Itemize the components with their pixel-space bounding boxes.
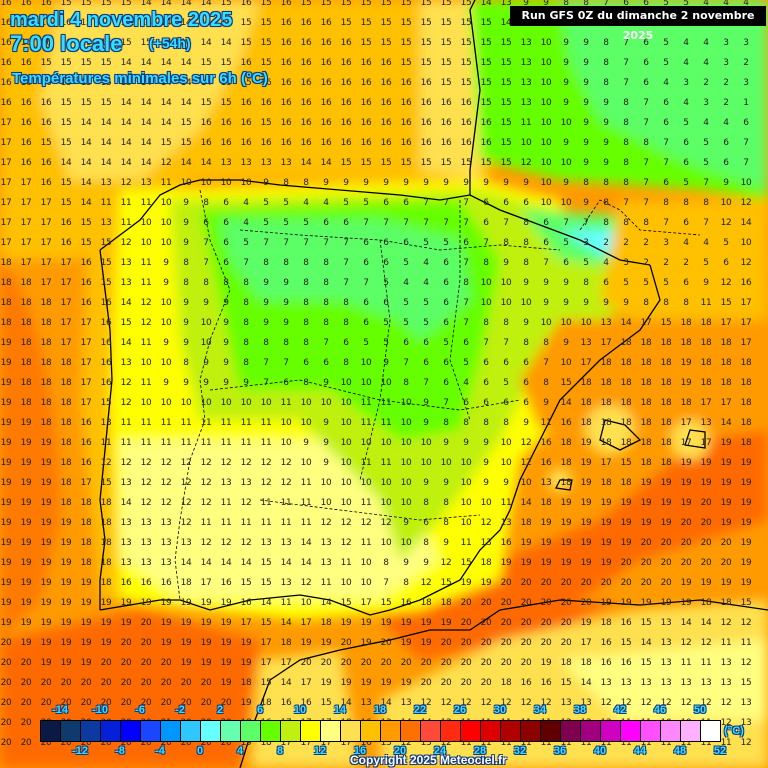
variable-title: Températures minimales sur 6h (°C) <box>12 70 268 87</box>
colorbar-swatch <box>221 721 241 741</box>
colorbar-swatch <box>181 721 201 741</box>
colorbar-swatch <box>601 721 621 741</box>
colorbar-bottom-label: 48 <box>673 745 687 757</box>
colorbar-top-label: 2 <box>216 704 224 716</box>
colorbar-swatch <box>481 721 501 741</box>
colorbar-swatch <box>281 721 301 741</box>
copyright: Copyright 2025 Meteociel.fr <box>350 753 507 767</box>
colorbar-top-label: 50 <box>693 704 707 716</box>
colorbar-swatch <box>61 721 81 741</box>
colorbar-bottom-label: 12 <box>313 745 327 757</box>
colorbar-bottom-label: 16 <box>353 745 367 757</box>
colorbar-bottom-label: -4 <box>155 745 165 757</box>
colorbar-top-label: 18 <box>373 704 387 716</box>
colorbar-bottom-label: 32 <box>513 745 527 757</box>
colorbar-top-label: 42 <box>613 704 627 716</box>
colorbar-top-label: 30 <box>493 704 507 716</box>
colorbar-swatch <box>661 721 681 741</box>
colorbar-top-label: 22 <box>413 704 427 716</box>
colorbar-swatch <box>581 721 601 741</box>
colorbar-unit: (°C) <box>724 725 744 737</box>
forecast-time: 7:00 locale <box>10 31 123 56</box>
colorbar-bottom-label: 40 <box>593 745 607 757</box>
colorbar-bottom-label: 4 <box>236 745 244 757</box>
colorbar-swatch <box>301 721 321 741</box>
colorbar-top-label: 26 <box>453 704 467 716</box>
colorbar-top-label: 14 <box>333 704 347 716</box>
colorbar-swatch <box>321 721 341 741</box>
colorbar-swatch <box>201 721 221 741</box>
colorbar-swatch <box>521 721 541 741</box>
colorbar-top-label: 38 <box>573 704 587 716</box>
colorbar-swatch <box>341 721 361 741</box>
colorbar-bottom-label: 44 <box>633 745 647 757</box>
colorbar-bottom-label: 24 <box>433 745 447 757</box>
forecast-date: mardi 4 novembre 2025 <box>10 9 233 31</box>
colorbar-top-label: 6 <box>256 704 264 716</box>
colorbar-bottom-label: 28 <box>473 745 487 757</box>
colorbar-bottom-label: 52 <box>713 745 727 757</box>
colorbar-top-label: -14 <box>52 704 68 716</box>
colorbar-swatch <box>421 721 441 741</box>
colorbar-swatch <box>41 721 61 741</box>
colorbar-swatch <box>141 721 161 741</box>
colorbar-swatch <box>561 721 581 741</box>
colorbar-swatch <box>461 721 481 741</box>
colorbar-bottom-label: 0 <box>196 745 204 757</box>
colorbar-swatch <box>441 721 461 741</box>
colorbar-top-label: 10 <box>293 704 307 716</box>
model-run-banner: Run GFS 0Z du dimanche 2 novembre 2025 <box>510 6 766 42</box>
colorbar-swatch <box>261 721 281 741</box>
colorbar-swatch <box>381 721 401 741</box>
colorbar-bottom-label: 36 <box>553 745 567 757</box>
colorbar-swatch <box>641 721 661 741</box>
colorbar-bottom-label: -12 <box>72 745 88 757</box>
colorbar-bottom-label: 20 <box>393 745 407 757</box>
colorbar-top-label: -2 <box>175 704 185 716</box>
colorbar-swatch <box>681 721 701 741</box>
colorbar-swatch <box>241 721 261 741</box>
colorbar-swatch <box>361 721 381 741</box>
forecast-lead-time: (+54h) <box>149 35 191 51</box>
colorbar-top-label: 46 <box>653 704 667 716</box>
colorbar-top-label: 34 <box>533 704 547 716</box>
colorbar-bottom-label: -8 <box>115 745 125 757</box>
colorbar-top-label: -10 <box>92 704 108 716</box>
colorbar-swatch <box>401 721 421 741</box>
colorbar-swatch <box>501 721 521 741</box>
colorbar-swatch <box>121 721 141 741</box>
colorbar-top-label: -6 <box>135 704 145 716</box>
colorbar-swatch <box>81 721 101 741</box>
colorbar-bottom-label: 8 <box>276 745 284 757</box>
colorbar-swatch <box>101 721 121 741</box>
colorbar <box>40 720 721 742</box>
colorbar-swatch <box>161 721 181 741</box>
colorbar-swatch <box>701 721 720 741</box>
colorbar-swatch <box>621 721 641 741</box>
colorbar-swatch <box>541 721 561 741</box>
